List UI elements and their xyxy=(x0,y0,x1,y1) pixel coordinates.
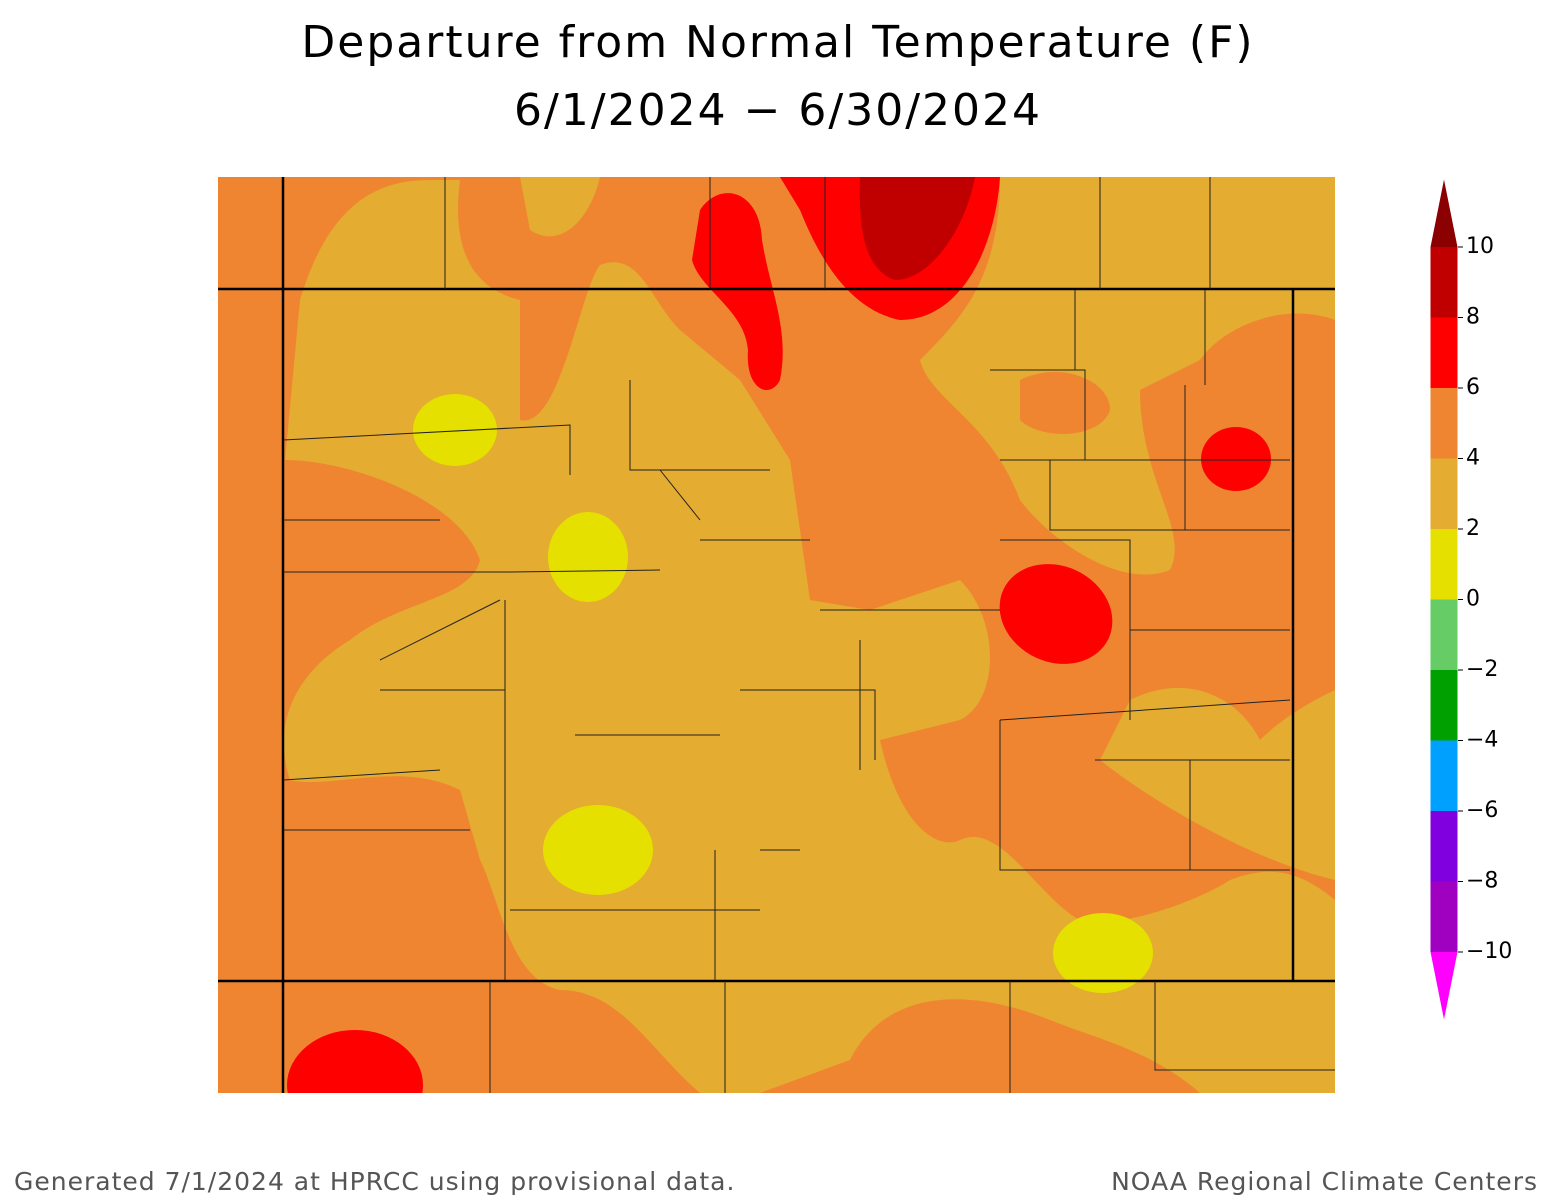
colorbar-segment xyxy=(1430,317,1458,388)
colorbar-label: −6 xyxy=(1466,798,1498,823)
colorbar-segment xyxy=(1430,670,1458,741)
colorbar: 10 8 6 4 2 0 −2 −4 −6 −8 −10 xyxy=(1429,176,1512,1023)
footer-left: Generated 7/1/2024 at HPRCC using provis… xyxy=(14,1167,735,1196)
colorbar-over xyxy=(1430,177,1458,247)
colorbar-segment xyxy=(1430,599,1458,670)
colorbar-segment xyxy=(1430,247,1458,318)
colorbar-segment xyxy=(1430,740,1458,811)
colorbar-label: 0 xyxy=(1466,587,1480,612)
title: Departure from Normal Temperature (F) xyxy=(301,17,1254,68)
colorbar-label: 6 xyxy=(1466,375,1480,400)
colorbar-segment xyxy=(1430,811,1458,882)
colorbar-under xyxy=(1430,952,1458,1022)
colorbar-segment xyxy=(1430,881,1458,952)
colorbar-segment xyxy=(1430,529,1458,600)
colorbar-label: 8 xyxy=(1466,305,1480,330)
colorbar-label: −2 xyxy=(1466,657,1498,682)
map xyxy=(218,177,1335,1093)
colorbar-label: 4 xyxy=(1466,446,1480,471)
colorbar-label: 10 xyxy=(1466,234,1494,259)
colorbar-segment xyxy=(1430,458,1458,529)
footer-right: NOAA Regional Climate Centers xyxy=(1111,1167,1538,1196)
subtitle: 6/1/2024 − 6/30/2024 xyxy=(514,85,1042,136)
colorbar-label: 2 xyxy=(1466,516,1480,541)
colorbar-label: −10 xyxy=(1466,939,1512,964)
colorbar-segment xyxy=(1430,388,1458,459)
colorbar-label: −8 xyxy=(1466,869,1498,894)
colorbar-label: −4 xyxy=(1466,728,1498,753)
